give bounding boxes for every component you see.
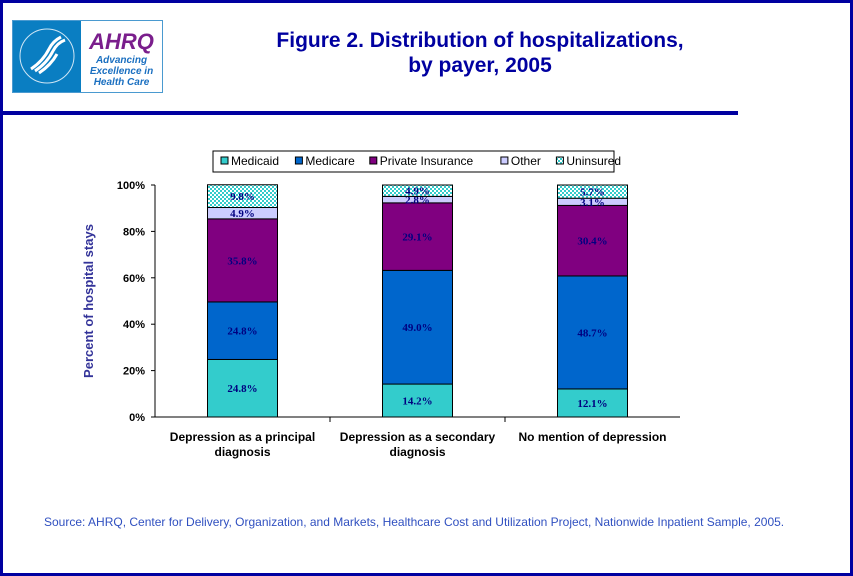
bar-segment-private-insurance — [557, 204, 628, 277]
data-label: 30.4% — [577, 236, 607, 248]
data-label: 35.8% — [227, 255, 257, 267]
data-label: 24.8% — [227, 326, 257, 338]
y-tick-label: 60% — [123, 273, 145, 285]
logo-tagline: Advancing — [95, 55, 148, 66]
data-label: 24.8% — [227, 383, 257, 395]
data-label: 29.1% — [402, 232, 432, 244]
y-tick-label: 100% — [117, 180, 145, 192]
bar-segment-private-insurance — [382, 202, 453, 271]
bar-segment-uninsured — [207, 184, 278, 209]
y-tick-label: 0% — [129, 412, 145, 424]
legend — [212, 150, 615, 173]
x-tick-label: Depression as a principal — [170, 430, 315, 444]
legend-label: Uninsured — [566, 154, 621, 168]
page-title: Figure 2. Distribution of hospitalizatio… — [260, 28, 700, 78]
data-label: 14.2% — [402, 396, 432, 408]
header-divider — [3, 111, 738, 115]
legend-swatch — [369, 156, 378, 165]
hhs-seal-icon — [13, 21, 81, 92]
logo-tagline: Health Care — [93, 77, 150, 88]
legend-label: Other — [511, 154, 541, 168]
x-tick-label: diagnosis — [389, 445, 445, 459]
source-note: Source: AHRQ, Center for Delivery, Organ… — [44, 515, 785, 529]
y-tick-label: 20% — [123, 366, 145, 378]
legend-swatch — [555, 156, 564, 165]
bar-segment-private-insurance — [207, 218, 278, 303]
data-label: 48.7% — [577, 327, 607, 339]
y-axis-label: Percent of hospital stays — [81, 224, 96, 378]
x-tick-label: Depression as a secondary — [340, 430, 496, 444]
y-tick-label: 40% — [123, 319, 145, 331]
bar-segment-medicaid — [207, 358, 278, 418]
bar-segment-uninsured — [382, 184, 453, 197]
legend-label: Medicaid — [231, 154, 279, 168]
title-line: by payer, 2005 — [408, 54, 552, 77]
bar-segment-uninsured — [557, 184, 628, 199]
legend-swatch — [294, 156, 303, 165]
data-label: 3.1% — [580, 197, 605, 209]
logo-tagline: Excellence in — [89, 66, 154, 77]
x-tick-label: diagnosis — [214, 445, 270, 459]
x-tick-label: No mention of depression — [518, 430, 666, 444]
legend-swatch — [500, 156, 509, 165]
data-label: 4.9% — [405, 186, 430, 198]
data-label: 49.0% — [402, 322, 432, 334]
legend-label: Private Insurance — [380, 154, 474, 168]
ahrq-wordmark: AHRQ — [89, 29, 154, 54]
data-label: 9.8% — [230, 191, 255, 203]
ahrq-logo: AHRQ Advancing Excellence in Health Care — [12, 20, 163, 93]
bar-segment-medicare — [382, 269, 453, 385]
title-line: Figure 2. Distribution of hospitalizatio… — [276, 29, 684, 52]
legend-swatch — [220, 156, 229, 165]
legend-label: Medicare — [305, 154, 355, 168]
data-label: 2.8% — [405, 195, 430, 207]
data-label: 4.9% — [230, 208, 255, 220]
data-label: 5.7% — [580, 187, 605, 199]
data-label: 12.1% — [577, 398, 607, 410]
y-tick-label: 80% — [123, 226, 145, 238]
